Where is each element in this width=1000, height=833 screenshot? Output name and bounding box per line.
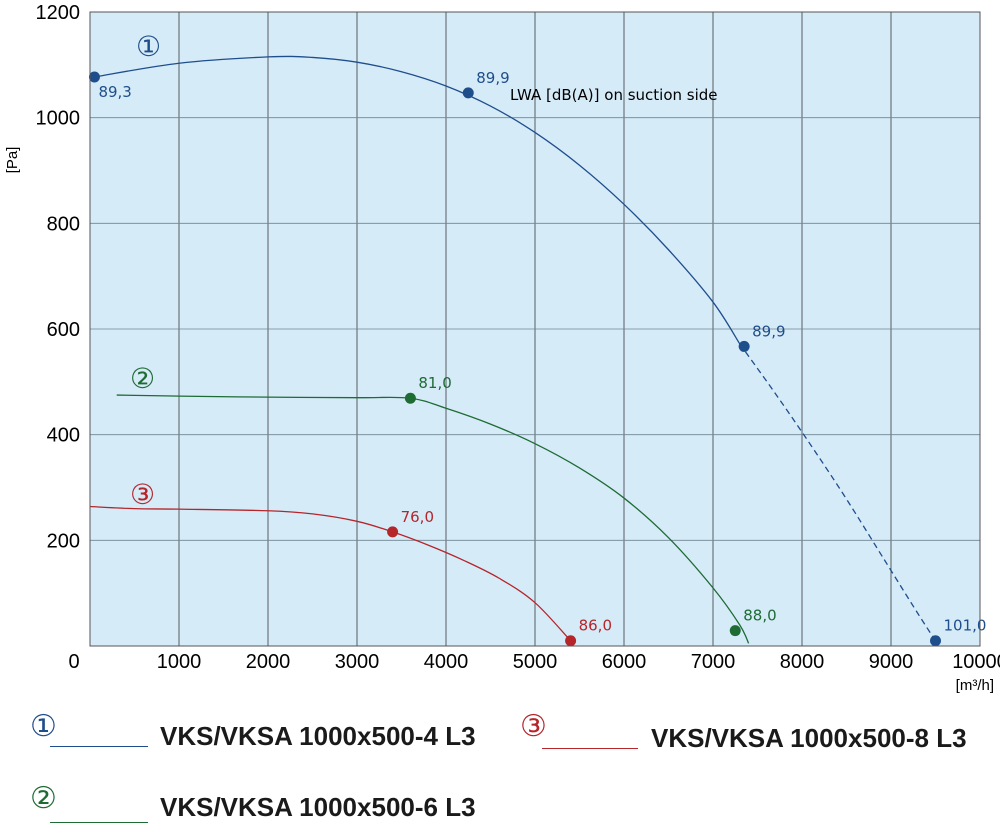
x-axis-label: [m³/h] — [956, 677, 994, 694]
legend-label-3: VKS/VKSA 1000x500-8 L3 — [651, 723, 967, 753]
data-label: 89,9 — [476, 69, 509, 87]
fan-performance-chart: 89,3 89,9 89,9 101,0 81,0 88,0 76,0 86,0 ① ② ③ 0 10… — [4, 2, 1000, 694]
data-point — [404, 392, 416, 404]
data-label: 101,0 — [944, 617, 987, 635]
y-axis-label: [Pa] — [4, 147, 21, 174]
data-label: 89,3 — [98, 83, 131, 101]
data-label: 76,0 — [401, 508, 434, 526]
grid-lines — [90, 12, 980, 646]
legend-item-1: ① VKS/VKSA 1000x500-4 L3 — [0, 709, 520, 755]
legend-marker-3: ③ — [520, 709, 547, 744]
legend-item-3: ③ VKS/VKSA 1000x500-8 L3 — [500, 709, 1000, 755]
y-tick-label: 1200 — [36, 2, 81, 24]
series-line-1 — [94, 55, 741, 345]
x-tick-label: 4000 — [424, 651, 469, 673]
x-tick-label: 8000 — [780, 651, 825, 673]
legend-marker-1: ① — [30, 709, 57, 744]
x-tick-label: 9000 — [869, 651, 914, 673]
x-tick-label: 10000 — [952, 651, 1000, 673]
legend-line-1 — [50, 746, 148, 747]
legend-item-2: ② VKS/VKSA 1000x500-6 L3 — [0, 781, 520, 829]
data-point — [738, 340, 750, 352]
data-point — [930, 635, 941, 647]
plot-frame — [89, 11, 981, 647]
x-tick-label: 7000 — [691, 651, 736, 673]
y-tick-label: 800 — [47, 213, 80, 235]
legend-line-3 — [542, 748, 638, 749]
x-tick-label: 3000 — [335, 651, 380, 673]
x-tick-label: 5000 — [513, 651, 558, 673]
series-marker-1: ① — [136, 30, 161, 63]
data-label: 86,0 — [579, 617, 612, 635]
series-marker-3: ③ — [130, 478, 155, 511]
x-tick-label: 0 — [68, 651, 79, 673]
axes: 0 1000 2000 3000 4000 5000 6000 7000 8000 9000 100… — [36, 2, 1000, 673]
annotation-lwa: LWA [dB(A)] on suction side — [510, 86, 718, 104]
y-tick-label: 200 — [47, 530, 80, 552]
series-line-2 — [116, 394, 750, 644]
data-point — [565, 635, 577, 647]
data-point — [387, 526, 399, 538]
series-curves — [89, 55, 937, 644]
data-point — [729, 625, 741, 637]
series-line-3 — [89, 505, 572, 642]
legend-label-1: VKS/VKSA 1000x500-4 L3 — [160, 721, 476, 751]
data-label: 88,0 — [743, 607, 776, 625]
x-tick-label: 1000 — [157, 651, 202, 673]
x-tick-label: 2000 — [246, 651, 291, 673]
x-tick-label: 6000 — [602, 651, 647, 673]
series-line-dashed-1 — [739, 343, 937, 642]
series-points: 89,3 89,9 89,9 101,0 81,0 88,0 76,0 86,0 ① ② ③ — [88, 30, 987, 647]
data-label: 81,0 — [418, 374, 451, 392]
data-label: 89,9 — [752, 322, 785, 340]
y-tick-label: 600 — [47, 319, 80, 341]
data-point — [88, 71, 100, 83]
y-tick-label: 400 — [47, 425, 80, 447]
legend-marker-2: ② — [30, 781, 57, 816]
data-point — [462, 87, 474, 99]
series-marker-2: ② — [130, 362, 155, 395]
legend-line-2 — [50, 822, 148, 823]
y-tick-label: 1000 — [36, 108, 81, 130]
legend-label-2: VKS/VKSA 1000x500-6 L3 — [160, 792, 476, 822]
